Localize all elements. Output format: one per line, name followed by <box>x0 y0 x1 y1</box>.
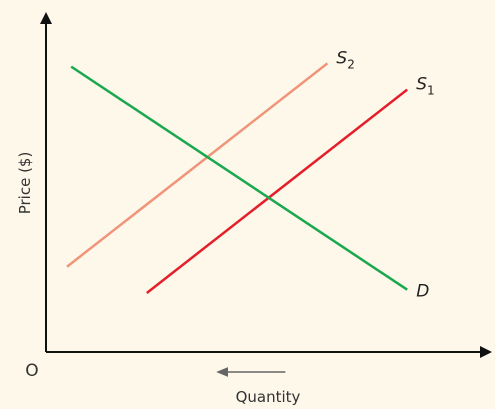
curve-label-s1: S1 <box>416 75 434 98</box>
curve-s1 <box>146 88 408 294</box>
y-axis-label: Price ($) <box>16 152 34 215</box>
curve-label-s2: S2 <box>336 48 354 71</box>
curve-d <box>70 65 408 291</box>
curve-label-subscript: 1 <box>427 84 435 98</box>
curve-s2 <box>66 62 329 268</box>
curve-label-subscript: 2 <box>347 57 355 71</box>
origin-label: O <box>25 361 38 381</box>
curve-label-d: D <box>416 282 429 302</box>
x-axis-label: Quantity <box>236 388 301 406</box>
series-layer: S2 S1 D <box>66 48 435 302</box>
